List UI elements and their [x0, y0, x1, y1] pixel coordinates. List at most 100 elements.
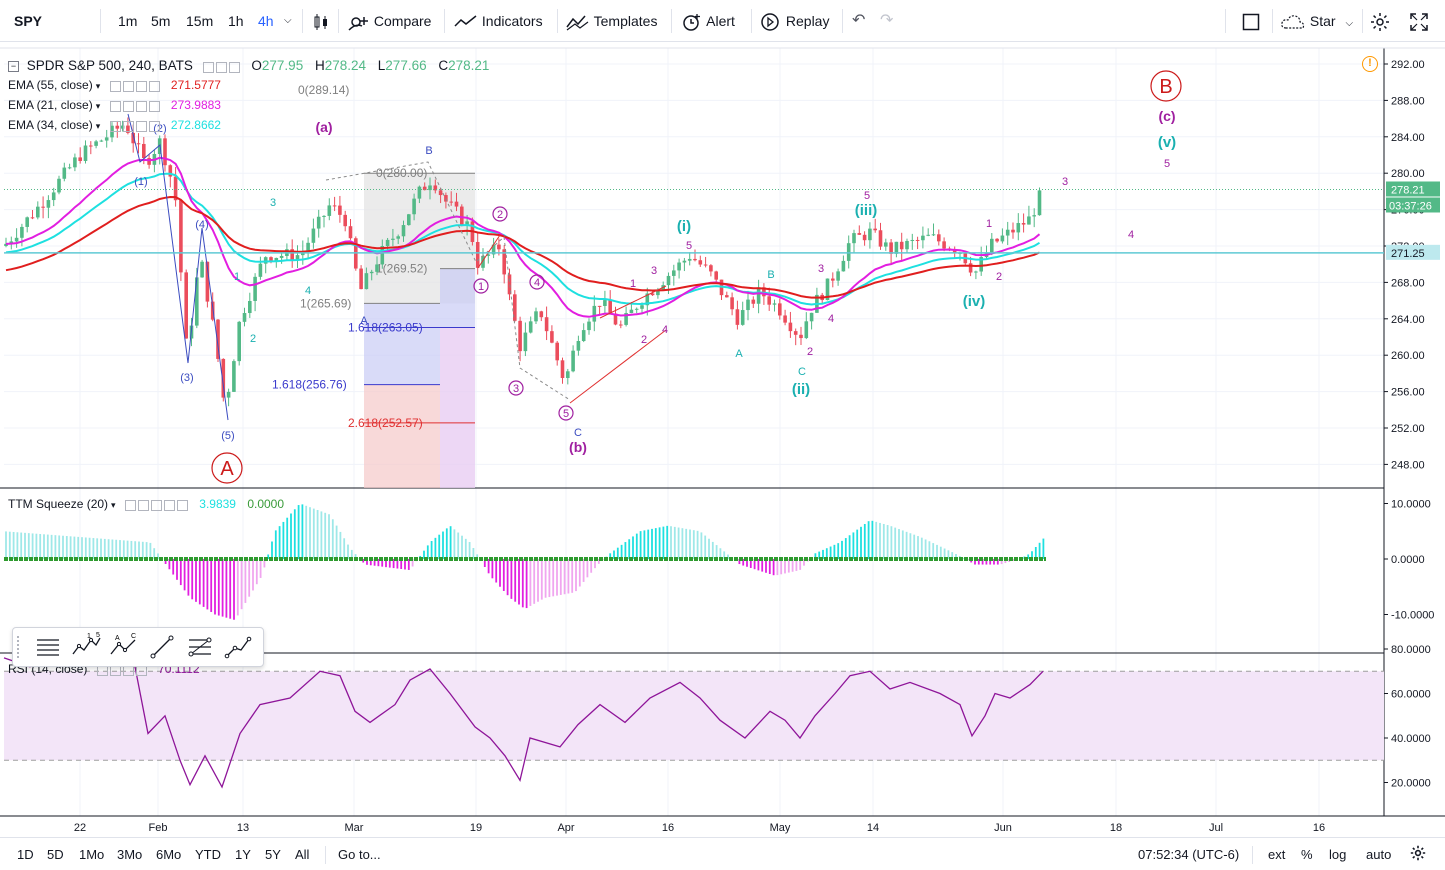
candle-body: [788, 322, 793, 332]
templates-label: Templates: [593, 13, 658, 29]
range-1y[interactable]: 1Y: [235, 847, 251, 862]
drag-handle[interactable]: [17, 636, 21, 658]
main-series-legend: − SPDR S&P 500, 240, BATS O277.95 H278.2…: [8, 58, 489, 74]
ema34-name: EMA (34, close): [8, 118, 93, 132]
warning-icon[interactable]: !: [1362, 56, 1378, 72]
toolbar-divider: [338, 9, 339, 33]
range-5d[interactable]: 5D: [47, 847, 64, 862]
interval-15m[interactable]: 15m: [186, 13, 214, 29]
ext-toggle[interactable]: ext: [1268, 847, 1286, 862]
redo-icon[interactable]: ↷: [880, 12, 894, 29]
fullscreen-square-icon[interactable]: [1242, 8, 1260, 34]
candle-body: [698, 260, 703, 265]
ema34-legend[interactable]: EMA (34, close) ▾ 272.8662: [8, 118, 221, 133]
range-3mo[interactable]: 3Mo: [117, 847, 143, 862]
candle-body: [338, 205, 342, 215]
goto-date-button[interactable]: Go to...: [338, 847, 381, 862]
ema21-legend[interactable]: EMA (21, close) ▾ 273.9883: [8, 98, 221, 113]
candle-body: [725, 295, 729, 298]
candle-body: [677, 262, 681, 271]
candle-body: [905, 240, 909, 250]
ttm-legend[interactable]: TTM Squeeze (20) ▾ 3.9839 0.0000: [8, 497, 284, 512]
price-tick-label: 292.00: [1391, 59, 1425, 71]
candle-body: [359, 268, 363, 290]
clock-timezone[interactable]: 07:52:34 (UTC-6): [1138, 847, 1240, 862]
fibonacci-extension-tool[interactable]: 0(289.14) 0(280.00) 1(269.52) 1(265.69) 1.61…: [272, 83, 475, 488]
symbol-search[interactable]: SPY: [14, 13, 43, 29]
interval-4h[interactable]: 4h: [258, 13, 274, 29]
indicators-label: Indicators: [481, 13, 543, 29]
price-tick-label: 268.00: [1391, 277, 1425, 289]
fib-retracement-icon[interactable]: [183, 632, 217, 662]
candle-body: [1037, 190, 1042, 216]
chart-canvas[interactable]: 0(289.14) 0(280.00) 1(269.52) 1(265.69) 1.61…: [0, 42, 1445, 837]
candle-body: [581, 330, 586, 342]
wave-label-small: 5: [686, 240, 692, 252]
candle-body: [990, 238, 994, 253]
interval-1m[interactable]: 1m: [118, 13, 138, 29]
range-ytd[interactable]: YTD: [195, 847, 221, 862]
candle-body: [449, 201, 453, 203]
fib-level-label: 2.618(252.57): [348, 416, 423, 430]
range-1d[interactable]: 1D: [17, 847, 34, 862]
candle-body: [799, 334, 803, 339]
price-tick-label: 252.00: [1391, 423, 1425, 435]
percent-toggle[interactable]: %: [1301, 847, 1313, 862]
trend-line-icon[interactable]: [145, 632, 179, 662]
alert-button[interactable]: Alert: [681, 8, 735, 34]
ttm-tick-label: -10.0000: [1391, 610, 1434, 622]
range-all[interactable]: All: [295, 847, 310, 862]
ohlc-h-label: H: [314, 58, 325, 73]
settings-gear-icon[interactable]: [1370, 8, 1390, 34]
range-1mo[interactable]: 1Mo: [79, 847, 105, 862]
interval-5m[interactable]: 5m: [151, 13, 171, 29]
replay-button[interactable]: Replay: [760, 8, 829, 34]
expand-fullscreen-icon[interactable]: [1410, 8, 1428, 34]
time-tick-label: 19: [470, 822, 482, 834]
candle-body: [926, 234, 930, 236]
candles-style-icon[interactable]: [312, 8, 330, 34]
chevron-down-icon: ▾: [95, 81, 101, 91]
range-6mo[interactable]: 6Mo: [156, 847, 182, 862]
candle-body: [73, 157, 77, 168]
wave-label-a: (a): [315, 119, 332, 135]
fib-level-label: 0(280.00): [376, 166, 427, 180]
svg-text:A: A: [115, 635, 120, 642]
rsi-band: [4, 671, 1384, 761]
toolbar-divider: [671, 9, 672, 33]
ema55-legend[interactable]: EMA (55, close) ▾ 271.5777: [8, 78, 221, 93]
candle-body: [237, 321, 241, 362]
candle-body: [862, 234, 867, 241]
wave-label-i: (i): [677, 218, 691, 235]
ttm-value-2: 0.0000: [247, 497, 285, 511]
compare-button[interactable]: Compare: [348, 8, 431, 34]
interval-1h[interactable]: 1h: [228, 13, 244, 29]
elliott-wave-drawings[interactable]: [127, 113, 667, 421]
candle-body: [751, 299, 756, 304]
collapse-legend-icon[interactable]: −: [8, 60, 19, 72]
interval-chevron-down-icon[interactable]: ⌵: [284, 15, 292, 26]
series-legend-buttons[interactable]: [202, 59, 242, 74]
candle-body: [41, 206, 45, 208]
chart-settings-gear-icon[interactable]: [1410, 845, 1426, 865]
undo-icon[interactable]: ↶: [852, 12, 866, 29]
wedge-lower-line: [569, 329, 667, 404]
range-5y[interactable]: 5Y: [265, 847, 281, 862]
log-toggle[interactable]: log: [1329, 847, 1347, 862]
lines-menu-icon[interactable]: [31, 632, 65, 662]
candle-body: [83, 145, 88, 161]
candle-body: [126, 125, 130, 133]
path-tool-icon[interactable]: [221, 632, 255, 662]
time-tick-label: 13: [237, 822, 249, 834]
chart-area[interactable]: 0(289.14) 0(280.00) 1(269.52) 1(265.69) 1.61…: [0, 42, 1445, 837]
templates-button[interactable]: Templates: [566, 8, 657, 34]
auto-toggle[interactable]: auto: [1366, 847, 1392, 862]
candle-body: [952, 249, 957, 253]
indicators-button[interactable]: Indicators: [454, 8, 543, 34]
star-button[interactable]: Star ⌵: [1280, 8, 1353, 34]
trend-line: [477, 234, 501, 269]
candle-body: [385, 239, 390, 247]
